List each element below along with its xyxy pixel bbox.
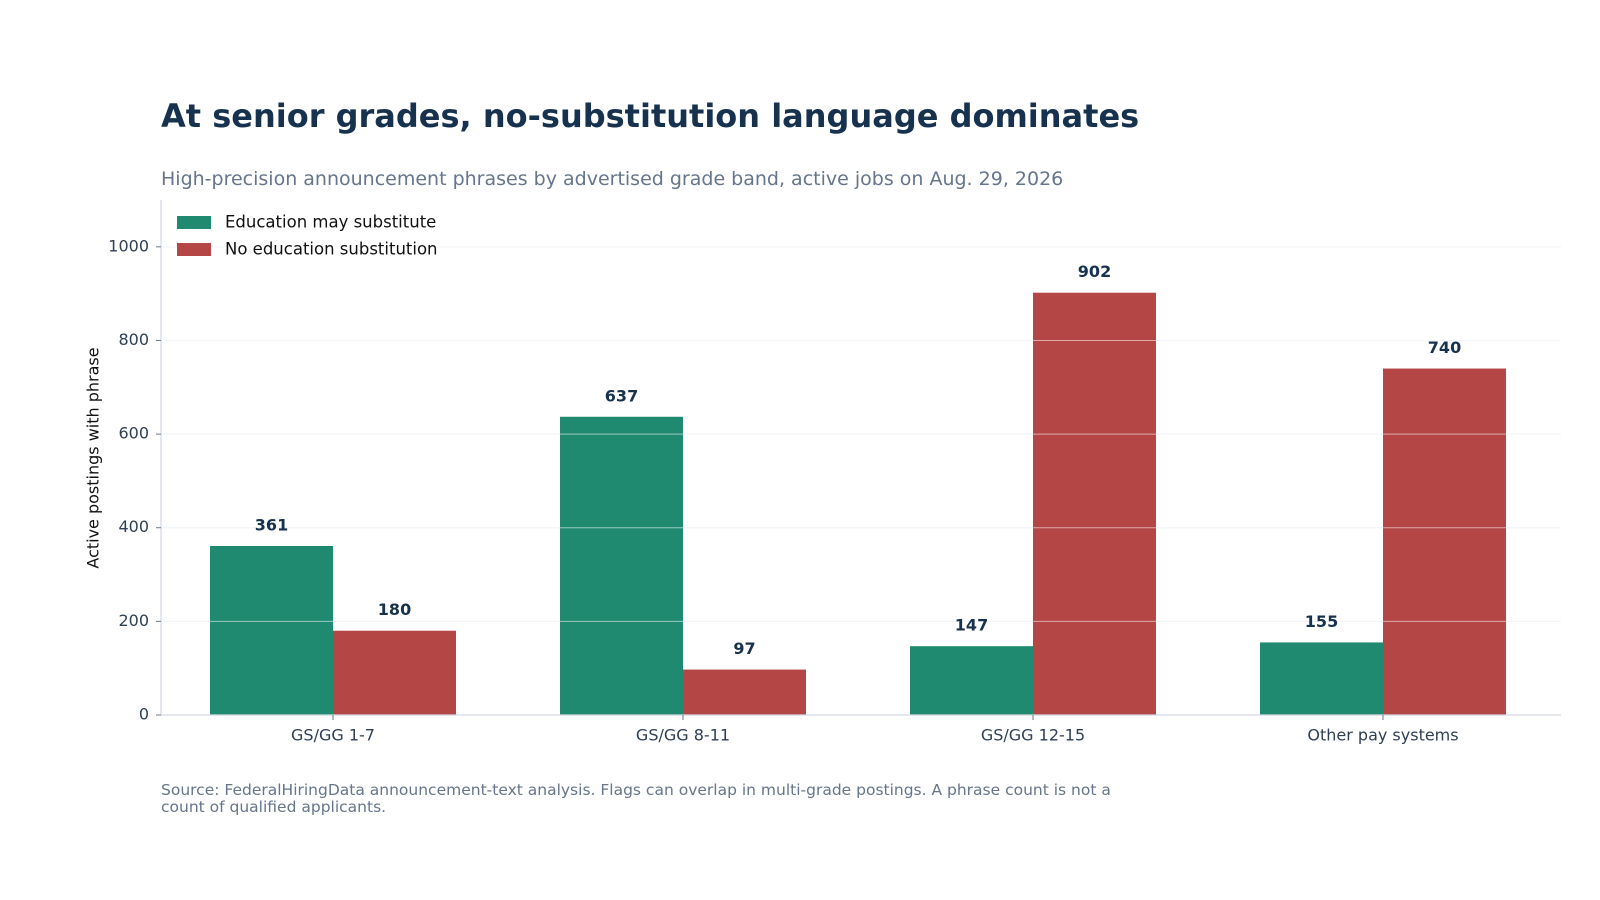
gridlines-over-bars — [161, 246, 1561, 622]
data-label-no-education-substitution-gs-gg-1-7: 180 — [378, 600, 411, 619]
x-tick-label: Other pay systems — [1307, 726, 1458, 745]
y-tick-label: 600 — [118, 424, 149, 443]
bar-education-may-substitute-gs-gg-8-11 — [560, 416, 683, 715]
y-axis-title: Active postings with phrase — [84, 347, 103, 568]
bar-no-education-substitution-gs-gg-1-7 — [333, 630, 456, 715]
bar-education-may-substitute-gs-gg-1-7 — [210, 545, 333, 715]
y-tick-label: 1000 — [108, 236, 149, 255]
x-tick-label: GS/GG 8-11 — [636, 726, 730, 745]
y-tick-label: 800 — [118, 330, 149, 349]
data-label-education-may-substitute-other-pay-systems: 155 — [1305, 612, 1338, 631]
data-label-education-may-substitute-gs-gg-1-7: 361 — [255, 515, 288, 534]
data-label-education-may-substitute-gs-gg-8-11: 637 — [605, 386, 638, 405]
legend-swatch-education-may-substitute — [177, 216, 211, 229]
data-label-no-education-substitution-gs-gg-8-11: 97 — [733, 639, 755, 658]
legend: Education may substitute No education su… — [177, 213, 438, 259]
data-label-no-education-substitution-gs-gg-12-15: 902 — [1078, 262, 1111, 281]
bar-education-may-substitute-other-pay-systems — [1260, 642, 1383, 715]
chart-source-note: Source: FederalHiringData announcement-t… — [161, 781, 1111, 816]
data-label-education-may-substitute-gs-gg-12-15: 147 — [955, 616, 988, 635]
x-tick-labels: GS/GG 1-7 GS/GG 8-11 GS/GG 12-15 Other pay … — [291, 715, 1459, 745]
y-tick-labels: 0 200 400 600 800 1000 — [108, 236, 161, 724]
bar-education-may-substitute-gs-gg-12-15 — [910, 646, 1033, 715]
legend-swatch-no-education-substitution — [177, 243, 211, 256]
axes — [160, 200, 1561, 716]
x-tick-label: GS/GG 1-7 — [291, 726, 375, 745]
bar-no-education-substitution-gs-gg-12-15 — [1033, 292, 1156, 715]
legend-label-education-may-substitute: Education may substitute — [225, 213, 436, 232]
chart-title: At senior grades, no-substitution langua… — [161, 97, 1140, 135]
x-tick-label: GS/GG 12-15 — [981, 726, 1085, 745]
bars — [210, 292, 1506, 715]
data-label-no-education-substitution-other-pay-systems: 740 — [1428, 338, 1461, 357]
y-tick-label: 400 — [118, 517, 149, 536]
legend-label-no-education-substitution: No education substitution — [225, 240, 438, 259]
y-tick-label: 200 — [118, 611, 149, 630]
y-tick-label: 0 — [139, 705, 149, 724]
data-labels: 361 180 637 97 147 902 155 740 — [255, 262, 1461, 658]
bar-no-education-substitution-gs-gg-8-11 — [683, 669, 806, 715]
bar-no-education-substitution-other-pay-systems — [1383, 368, 1506, 715]
chart-subtitle: High-precision announcement phrases by a… — [161, 168, 1064, 190]
